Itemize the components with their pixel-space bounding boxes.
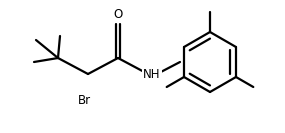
Text: Br: Br <box>78 93 91 107</box>
Text: O: O <box>113 9 123 22</box>
Text: NH: NH <box>143 68 161 80</box>
